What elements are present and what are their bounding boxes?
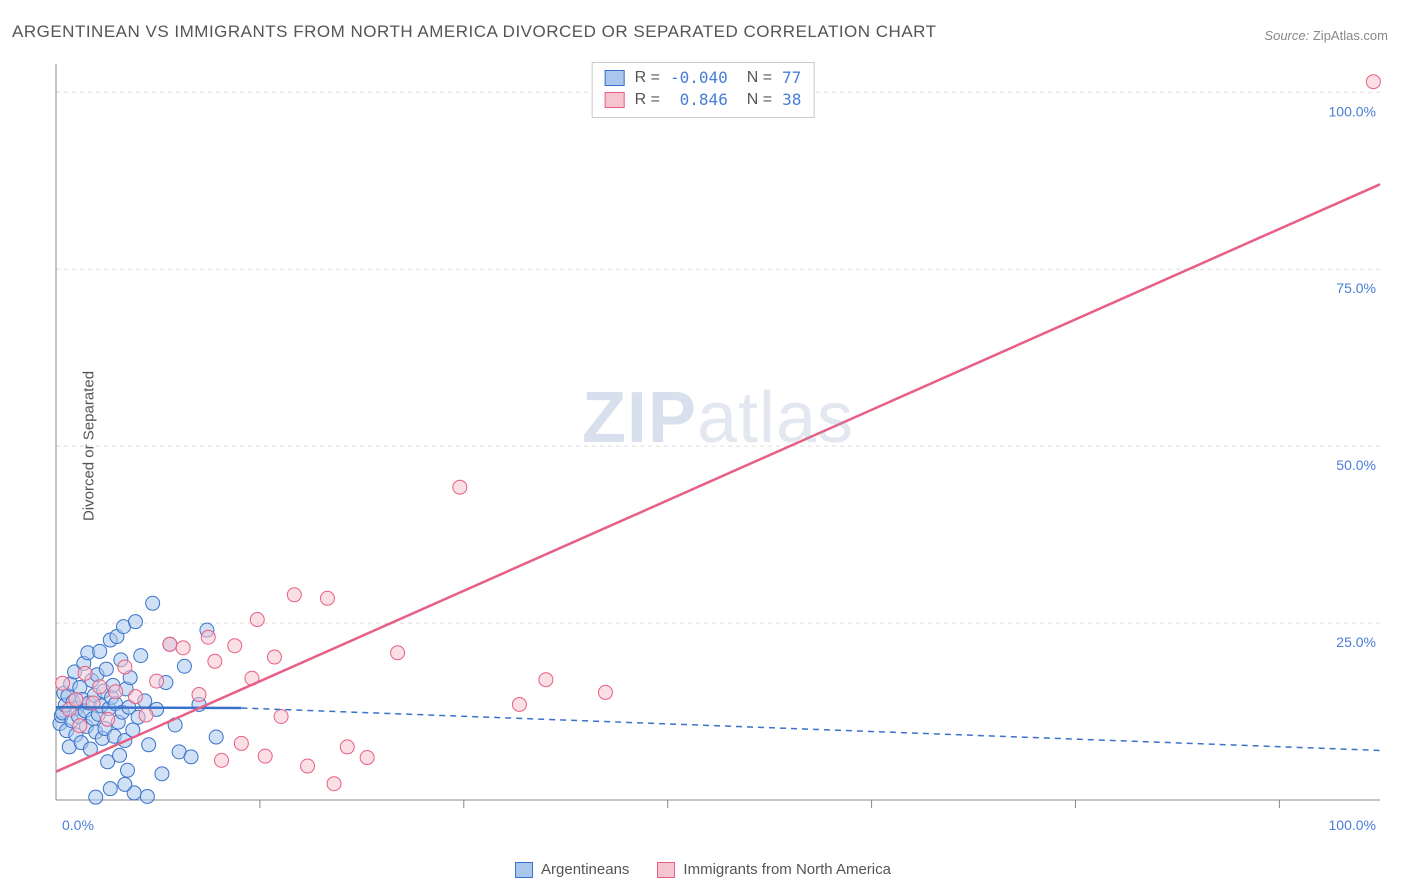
correlation-legend: R = -0.040 N = 77 R = 0.846 N = 38 <box>592 62 815 118</box>
svg-text:100.0%: 100.0% <box>1329 103 1376 119</box>
r-label: R = <box>635 89 660 111</box>
svg-text:50.0%: 50.0% <box>1336 457 1376 473</box>
legend-item-2: Immigrants from North America <box>657 861 891 878</box>
correlation-row-1: R = -0.040 N = 77 <box>605 67 802 89</box>
series-legend: Argentineans Immigrants from North Ameri… <box>515 861 891 878</box>
scatter-svg: 25.0% 50.0% 75.0% 100.0% 0.0% 100.0% <box>48 60 1388 838</box>
r-value-2: 0.846 <box>670 89 728 111</box>
correlation-row-2: R = 0.846 N = 38 <box>605 89 802 111</box>
legend-swatch-icon <box>657 862 675 878</box>
plot-area: 25.0%50.0%75.0%100.0%0.0%100.0% ZIPatlas <box>48 60 1388 838</box>
legend-swatch-2 <box>605 92 625 108</box>
legend-label-2: Immigrants from North America <box>683 861 891 878</box>
chart-title: ARGENTINEAN VS IMMIGRANTS FROM NORTH AME… <box>12 22 937 42</box>
svg-text:75.0%: 75.0% <box>1336 280 1376 296</box>
r-value-1: -0.040 <box>670 67 728 89</box>
source-label: Source: <box>1264 28 1309 43</box>
n-value-2: 38 <box>782 89 801 111</box>
legend-item-1: Argentineans <box>515 861 629 878</box>
n-label: N = <box>738 89 772 111</box>
legend-label-1: Argentineans <box>541 861 629 878</box>
n-label: N = <box>738 67 772 89</box>
source-value: ZipAtlas.com <box>1313 28 1388 43</box>
svg-text:100.0%: 100.0% <box>1329 817 1376 833</box>
r-label: R = <box>635 67 660 89</box>
source-attribution: Source: ZipAtlas.com <box>1264 28 1388 43</box>
legend-swatch-1 <box>605 70 625 86</box>
svg-text:0.0%: 0.0% <box>62 817 94 833</box>
svg-text:25.0%: 25.0% <box>1336 634 1376 650</box>
n-value-1: 77 <box>782 67 801 89</box>
legend-swatch-icon <box>515 862 533 878</box>
